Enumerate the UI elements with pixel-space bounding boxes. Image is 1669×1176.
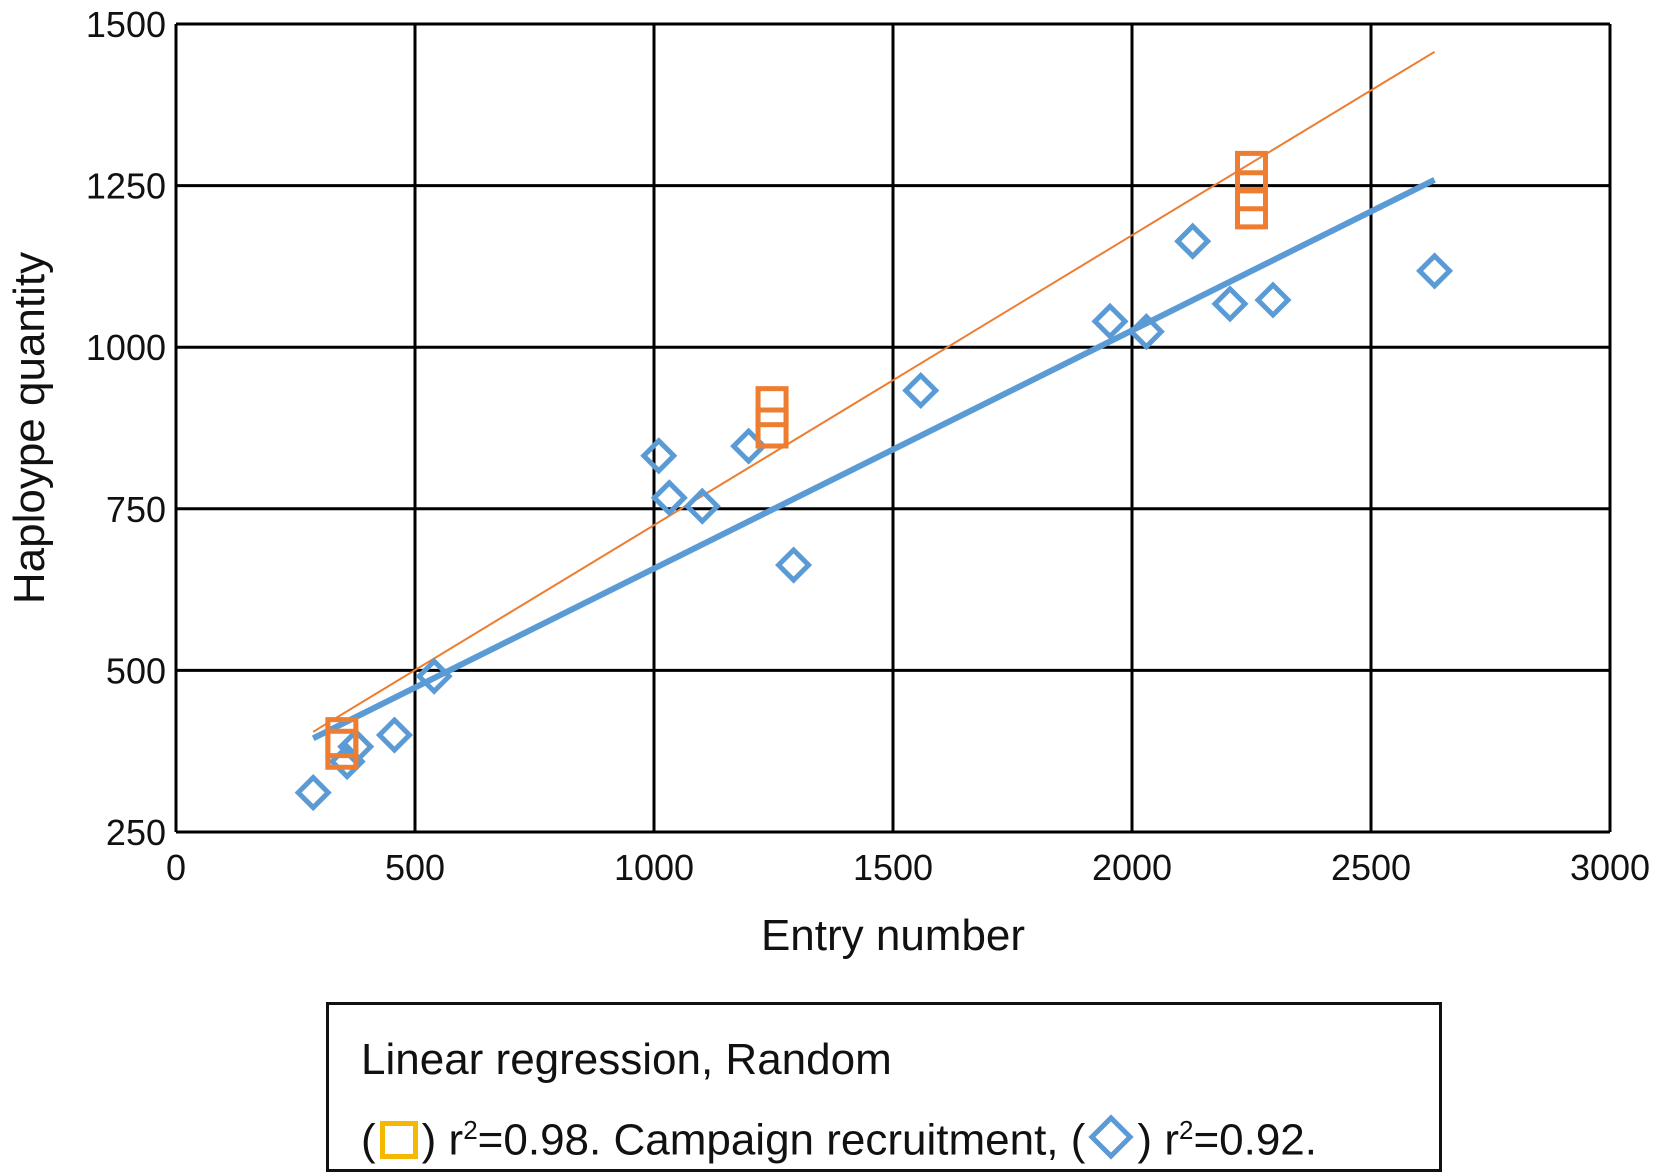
- y-tick-label: 1000: [86, 327, 166, 368]
- random-trendline: [312, 50, 1436, 733]
- diamond-point: [1091, 302, 1129, 340]
- diamond-point: [375, 716, 413, 754]
- legend-line-1: Linear regression, Random: [361, 1035, 892, 1084]
- r-label: r: [448, 1115, 464, 1165]
- square-point: [1235, 150, 1268, 192]
- y-axis-label: Haploype quantity: [5, 252, 54, 604]
- superscript: 2: [1178, 1115, 1194, 1145]
- diamond-point: [902, 371, 940, 410]
- y-tick-label: 250: [106, 812, 166, 853]
- diamond-point: [1174, 222, 1212, 260]
- paren: ): [421, 1115, 437, 1165]
- x-tick-label: 3000: [1570, 847, 1650, 888]
- square-marker-icon: [379, 1120, 418, 1159]
- random-r2-text: =0.98. Campaign recruitment,: [477, 1115, 1059, 1165]
- diamond-point: [650, 479, 688, 517]
- paren: (: [1070, 1115, 1086, 1165]
- x-tick-label: 2000: [1092, 847, 1172, 888]
- y-tick-label: 1500: [86, 4, 166, 45]
- paren: ): [1137, 1115, 1153, 1165]
- x-tick-label: 0: [166, 847, 186, 888]
- grid: [174, 22, 1612, 834]
- diamond-point: [1254, 281, 1292, 319]
- diamond-point: [415, 657, 453, 695]
- paren: (: [361, 1115, 376, 1165]
- x-tick-label: 500: [385, 847, 445, 888]
- trendlines: [311, 50, 1436, 741]
- y-tick-label: 1250: [86, 166, 166, 207]
- scatter-chart: 0 500 1000 1500 2000 2500 3000 250 500 750 1000 125…: [5, 4, 1650, 960]
- diamond-point: [683, 487, 721, 525]
- x-tick-label: 1000: [614, 847, 694, 888]
- legend: Linear regression, Random () r2=0.98. Ca…: [326, 1002, 1442, 1172]
- diamond-point: [1211, 285, 1249, 323]
- diamond-point: [775, 546, 813, 584]
- superscript: 2: [463, 1115, 478, 1145]
- diamond-point: [640, 437, 678, 475]
- x-tick-label: 2500: [1331, 847, 1411, 888]
- square-point: [755, 407, 789, 449]
- x-tick-label: 1500: [853, 847, 933, 888]
- tick-labels: 0 500 1000 1500 2000 2500 3000 250 500 750 1000 125…: [86, 4, 1650, 888]
- y-tick-label: 750: [106, 489, 166, 530]
- diamond-point: [294, 774, 332, 812]
- diamond-marker-icon: [1088, 1114, 1135, 1160]
- r-label: r: [1164, 1115, 1179, 1165]
- campaign-trendline: [311, 177, 1436, 741]
- square-point: [755, 386, 789, 428]
- campaign-r2-text: =0.92.: [1193, 1115, 1317, 1165]
- legend-line-2: () r2=0.98. Campaign recruitment, () r2=…: [361, 1095, 1407, 1176]
- y-tick-label: 500: [106, 650, 166, 691]
- data-points: [294, 150, 1454, 812]
- x-axis-label: Entry number: [761, 911, 1025, 960]
- diamond-point: [1416, 252, 1454, 290]
- diamond-point: [1127, 313, 1165, 351]
- square-point: [325, 717, 359, 759]
